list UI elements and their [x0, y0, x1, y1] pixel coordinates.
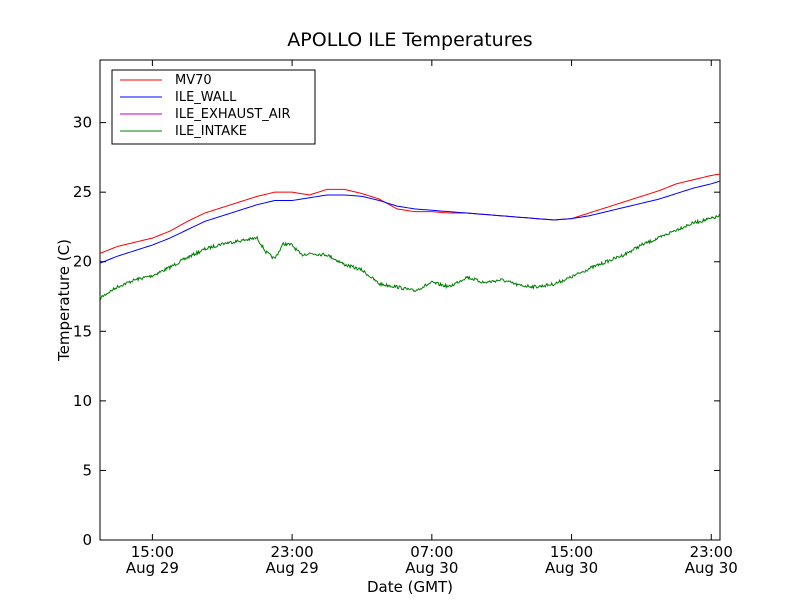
x-tick-label-date: Aug 29	[266, 559, 319, 577]
x-tick-label-date: Aug 30	[685, 559, 738, 577]
series-line-ile-wall	[99, 180, 721, 264]
y-tick-label: 15	[73, 322, 92, 340]
x-tick-label-time: 15:00	[131, 543, 174, 561]
y-tick-label: 30	[73, 114, 92, 132]
legend-label: ILE_WALL	[175, 90, 237, 105]
y-tick-label: 10	[73, 392, 92, 410]
series-line-ile-intake	[99, 213, 721, 301]
y-tick-label: 0	[82, 531, 92, 549]
legend-label: ILE_EXHAUST_AIR	[175, 107, 291, 122]
y-tick-label: 25	[73, 183, 92, 201]
legend: MV70 ILE_WALL ILE_EXHAUST_AIR ILE_INTAKE	[111, 69, 316, 145]
x-axis-title: Date (GMT)	[367, 578, 453, 596]
y-axis: 0 5 10 15 20 25 30	[73, 114, 720, 549]
x-tick-label-time: 07:00	[410, 543, 453, 561]
x-tick-label-time: 23:00	[270, 543, 313, 561]
y-tick-label: 5	[82, 461, 92, 479]
x-tick-label-time: 23:00	[690, 543, 733, 561]
chart-title: APOLLO ILE Temperatures	[287, 29, 532, 51]
legend-label: MV70	[175, 73, 212, 88]
legend-label: ILE_INTAKE	[175, 124, 247, 139]
legend-box	[111, 69, 316, 145]
x-tick-label-date: Aug 30	[405, 559, 458, 577]
x-tick-label-time: 15:00	[550, 543, 593, 561]
x-tick-label-date: Aug 29	[126, 559, 179, 577]
y-axis-title: Temperature (C)	[55, 239, 73, 362]
series-line-mv70	[99, 173, 721, 254]
x-tick-label-date: Aug 30	[545, 559, 598, 577]
y-tick-label: 20	[73, 253, 92, 271]
plot-lines	[99, 173, 721, 301]
plot-frame	[99, 59, 721, 541]
